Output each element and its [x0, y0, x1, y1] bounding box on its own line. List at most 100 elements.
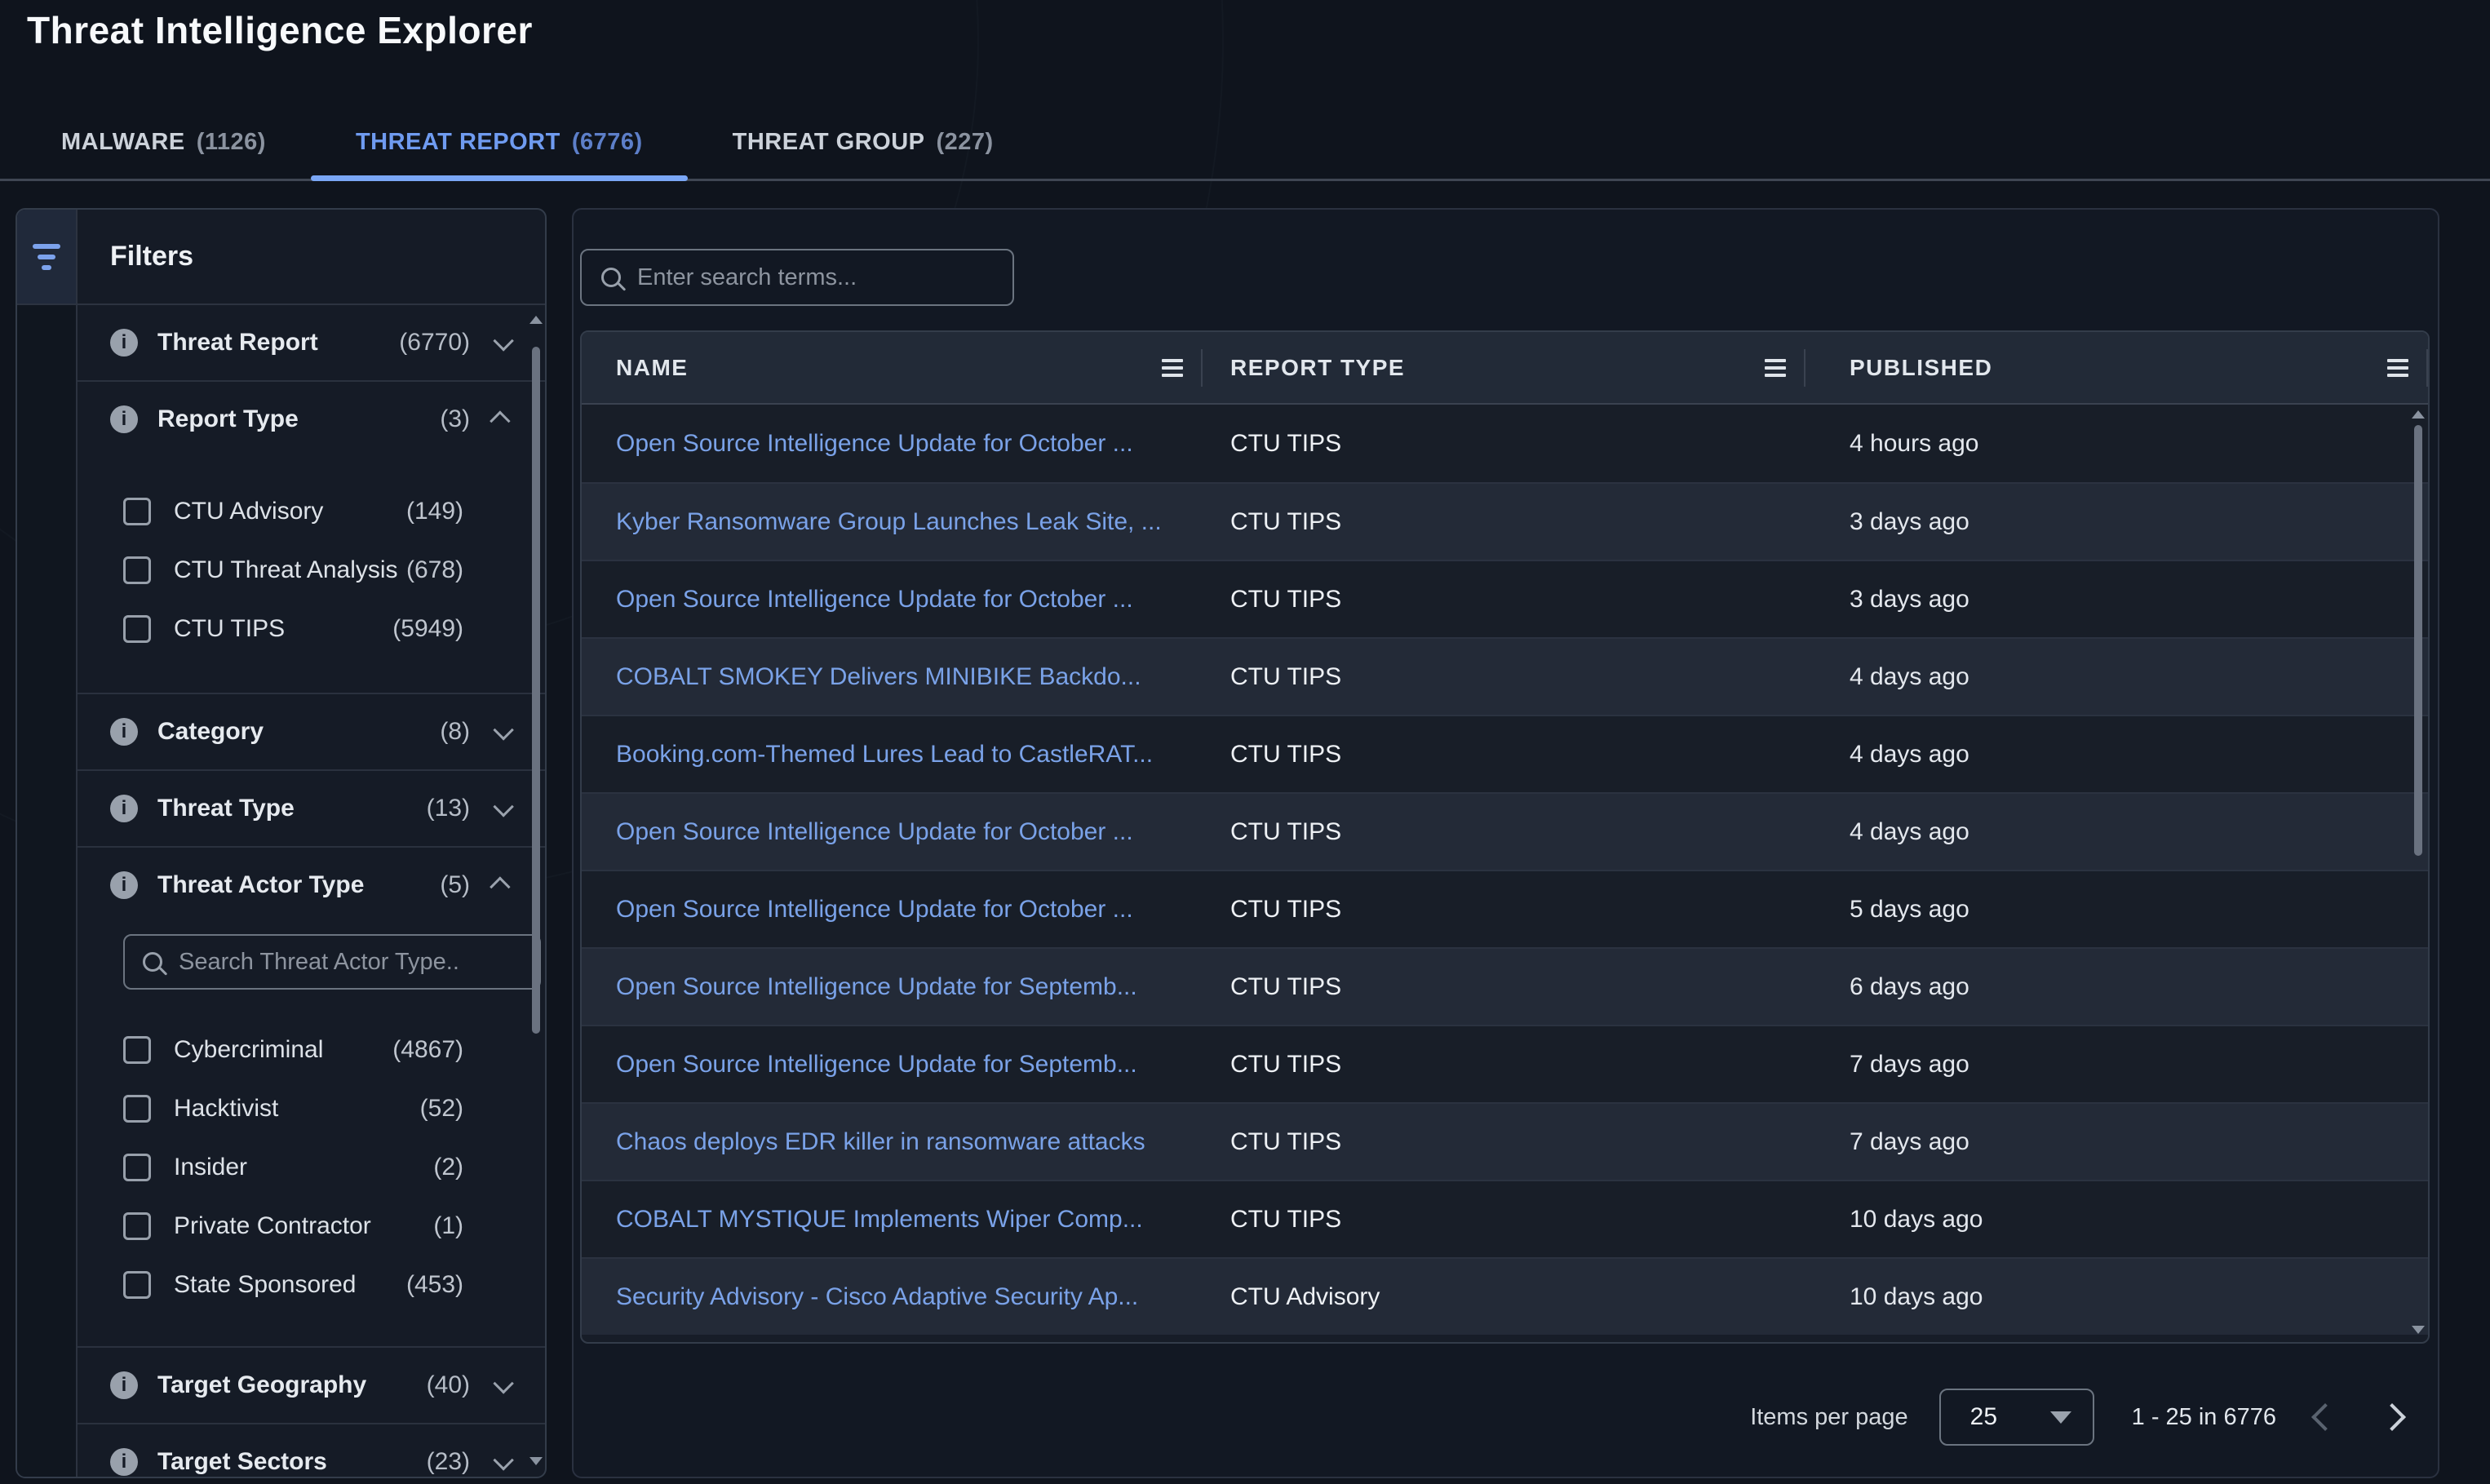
filter-section-label: Threat Report: [157, 329, 318, 356]
report-link[interactable]: Open Source Intelligence Update for Sept…: [616, 1050, 1137, 1078]
items-per-page-label: Items per page: [1750, 1403, 1908, 1430]
items-per-page-select[interactable]: 25: [1938, 1389, 2094, 1446]
report-link[interactable]: Security Advisory - Cisco Adaptive Secur…: [616, 1282, 1139, 1310]
table-header: NAME REPORT TYPE PUBLISHED: [582, 332, 2428, 405]
scroll-down-arrow-icon[interactable]: [2412, 1326, 2425, 1334]
published: 4 days ago: [1850, 662, 1969, 690]
report-link[interactable]: Open Source Intelligence Update for Octo…: [616, 585, 1133, 613]
filter-section-threat-report[interactable]: i Threat Report (6770): [110, 305, 514, 380]
filter-option-ctu-tips[interactable]: CTU TIPS (5949): [110, 600, 509, 658]
info-icon[interactable]: i: [110, 1448, 138, 1476]
filter-rail: [17, 210, 78, 1477]
checkbox[interactable]: [123, 1271, 151, 1299]
scrollbar-thumb[interactable]: [2414, 425, 2422, 856]
checkbox[interactable]: [123, 1154, 151, 1181]
threat-actor-type-search-input[interactable]: [179, 948, 521, 976]
divider: [78, 693, 545, 694]
checkbox[interactable]: [123, 556, 151, 584]
chevron-up-icon[interactable]: [490, 410, 511, 432]
checkbox[interactable]: [123, 1212, 151, 1240]
column-menu-icon[interactable]: [2387, 358, 2408, 377]
report-link[interactable]: COBALT MYSTIQUE Implements Wiper Comp...: [616, 1205, 1143, 1233]
checkbox[interactable]: [123, 1095, 151, 1123]
checkbox[interactable]: [123, 498, 151, 525]
filters-body: Filters i Threat Report (6770) i Report …: [78, 210, 545, 1477]
chevron-down-icon[interactable]: [493, 1450, 514, 1471]
filter-section-count: (5): [440, 871, 470, 898]
threat-actor-type-search: [123, 934, 541, 990]
divider: [78, 1423, 545, 1424]
tab-threat-group[interactable]: THREAT GROUP (227): [688, 106, 1039, 179]
scroll-up-arrow-icon[interactable]: [529, 316, 543, 324]
scroll-down-arrow-icon[interactable]: [529, 1457, 543, 1465]
published: 10 days ago: [1850, 1282, 1983, 1310]
previous-page-button[interactable]: [2311, 1403, 2339, 1431]
filter-rail-button[interactable]: [17, 210, 76, 305]
table-row: COBALT SMOKEY Delivers MINIBIKE Backdo..…: [582, 637, 2428, 715]
filter-section-category[interactable]: i Category (8): [110, 694, 514, 769]
table-scrollbar[interactable]: [2412, 410, 2425, 1334]
report-type: CTU TIPS: [1230, 1127, 1342, 1155]
table-row: Open Source Intelligence Update for Octo…: [582, 405, 2428, 482]
table-row: Open Source Intelligence Update for Octo…: [582, 792, 2428, 870]
info-icon[interactable]: i: [110, 795, 138, 822]
filter-section-label: Report Type: [157, 405, 299, 432]
checkbox[interactable]: [123, 1036, 151, 1064]
divider: [78, 769, 545, 771]
filter-section-target-sectors[interactable]: i Target Sectors (23): [110, 1424, 514, 1477]
filter-option-ctu-advisory[interactable]: CTU Advisory (149): [110, 482, 509, 541]
info-icon[interactable]: i: [110, 1371, 138, 1399]
filter-section-target-geography[interactable]: i Target Geography (40): [110, 1348, 514, 1423]
filter-option-cybercriminal[interactable]: Cybercriminal (4867): [110, 1021, 509, 1079]
filter-option-insider[interactable]: Insider (2): [110, 1138, 509, 1197]
filter-section-count: (13): [426, 795, 470, 822]
report-link[interactable]: Kyber Ransomware Group Launches Leak Sit…: [616, 507, 1162, 535]
tab-count: (6776): [571, 129, 643, 155]
filter-option-state-sponsored[interactable]: State Sponsored (453): [110, 1256, 509, 1314]
info-icon[interactable]: i: [110, 405, 138, 433]
tab-bar: MALWARE (1126) THREAT REPORT (6776) THRE…: [0, 106, 2490, 181]
column-menu-icon[interactable]: [1162, 358, 1183, 377]
filter-section-threat-actor-type[interactable]: i Threat Actor Type (5): [110, 848, 511, 923]
filter-option-hacktivist[interactable]: Hacktivist (52): [110, 1079, 509, 1138]
filter-option-private-contractor[interactable]: Private Contractor (1): [110, 1197, 509, 1256]
report-link[interactable]: Booking.com-Themed Lures Lead to CastleR…: [616, 740, 1154, 768]
report-link[interactable]: Chaos deploys EDR killer in ransomware a…: [616, 1127, 1145, 1155]
report-link[interactable]: COBALT SMOKEY Delivers MINIBIKE Backdo..…: [616, 662, 1141, 690]
info-icon[interactable]: i: [110, 329, 138, 357]
filter-option-label: Hacktivist: [174, 1095, 279, 1122]
filter-section-threat-type[interactable]: i Threat Type (13): [110, 771, 514, 846]
report-type: CTU TIPS: [1230, 817, 1342, 845]
report-type: CTU TIPS: [1230, 662, 1342, 690]
filter-option-label: CTU Threat Analysis: [174, 556, 398, 583]
info-icon[interactable]: i: [110, 718, 138, 746]
report-link[interactable]: Open Source Intelligence Update for Octo…: [616, 817, 1133, 845]
chevron-down-icon[interactable]: [493, 796, 514, 817]
filter-option-count: (453): [405, 1271, 463, 1298]
chevron-down-icon[interactable]: [493, 330, 514, 352]
report-link[interactable]: Open Source Intelligence Update for Sept…: [616, 972, 1137, 1000]
report-link[interactable]: Open Source Intelligence Update for Octo…: [616, 895, 1133, 923]
column-label: NAME: [616, 354, 689, 380]
scroll-up-arrow-icon[interactable]: [2412, 410, 2425, 419]
next-page-button[interactable]: [2378, 1403, 2406, 1431]
tab-threat-report[interactable]: THREAT REPORT (6776): [310, 106, 688, 181]
info-icon[interactable]: i: [110, 871, 138, 899]
column-menu-icon[interactable]: [1765, 358, 1786, 377]
filter-option-count: (149): [405, 498, 463, 525]
table-search-input[interactable]: [637, 264, 993, 291]
filter-option-ctu-threat-analysis[interactable]: CTU Threat Analysis (678): [110, 541, 509, 600]
filter-option-label: Cybercriminal: [174, 1036, 324, 1063]
scrollbar-thumb[interactable]: [532, 347, 540, 1034]
chevron-up-icon[interactable]: [490, 876, 511, 897]
report-link[interactable]: Open Source Intelligence Update for Octo…: [616, 429, 1133, 457]
column-label: PUBLISHED: [1850, 354, 1993, 380]
filter-section-report-type[interactable]: i Report Type (3): [110, 382, 511, 457]
tab-malware[interactable]: MALWARE (1126): [16, 106, 311, 179]
chevron-down-icon[interactable]: [493, 720, 514, 741]
published: 4 hours ago: [1850, 429, 1979, 457]
filters-scrollbar[interactable]: [529, 316, 543, 1465]
tab-label: THREAT GROUP: [732, 129, 925, 155]
chevron-down-icon[interactable]: [493, 1373, 514, 1394]
checkbox[interactable]: [123, 615, 151, 643]
